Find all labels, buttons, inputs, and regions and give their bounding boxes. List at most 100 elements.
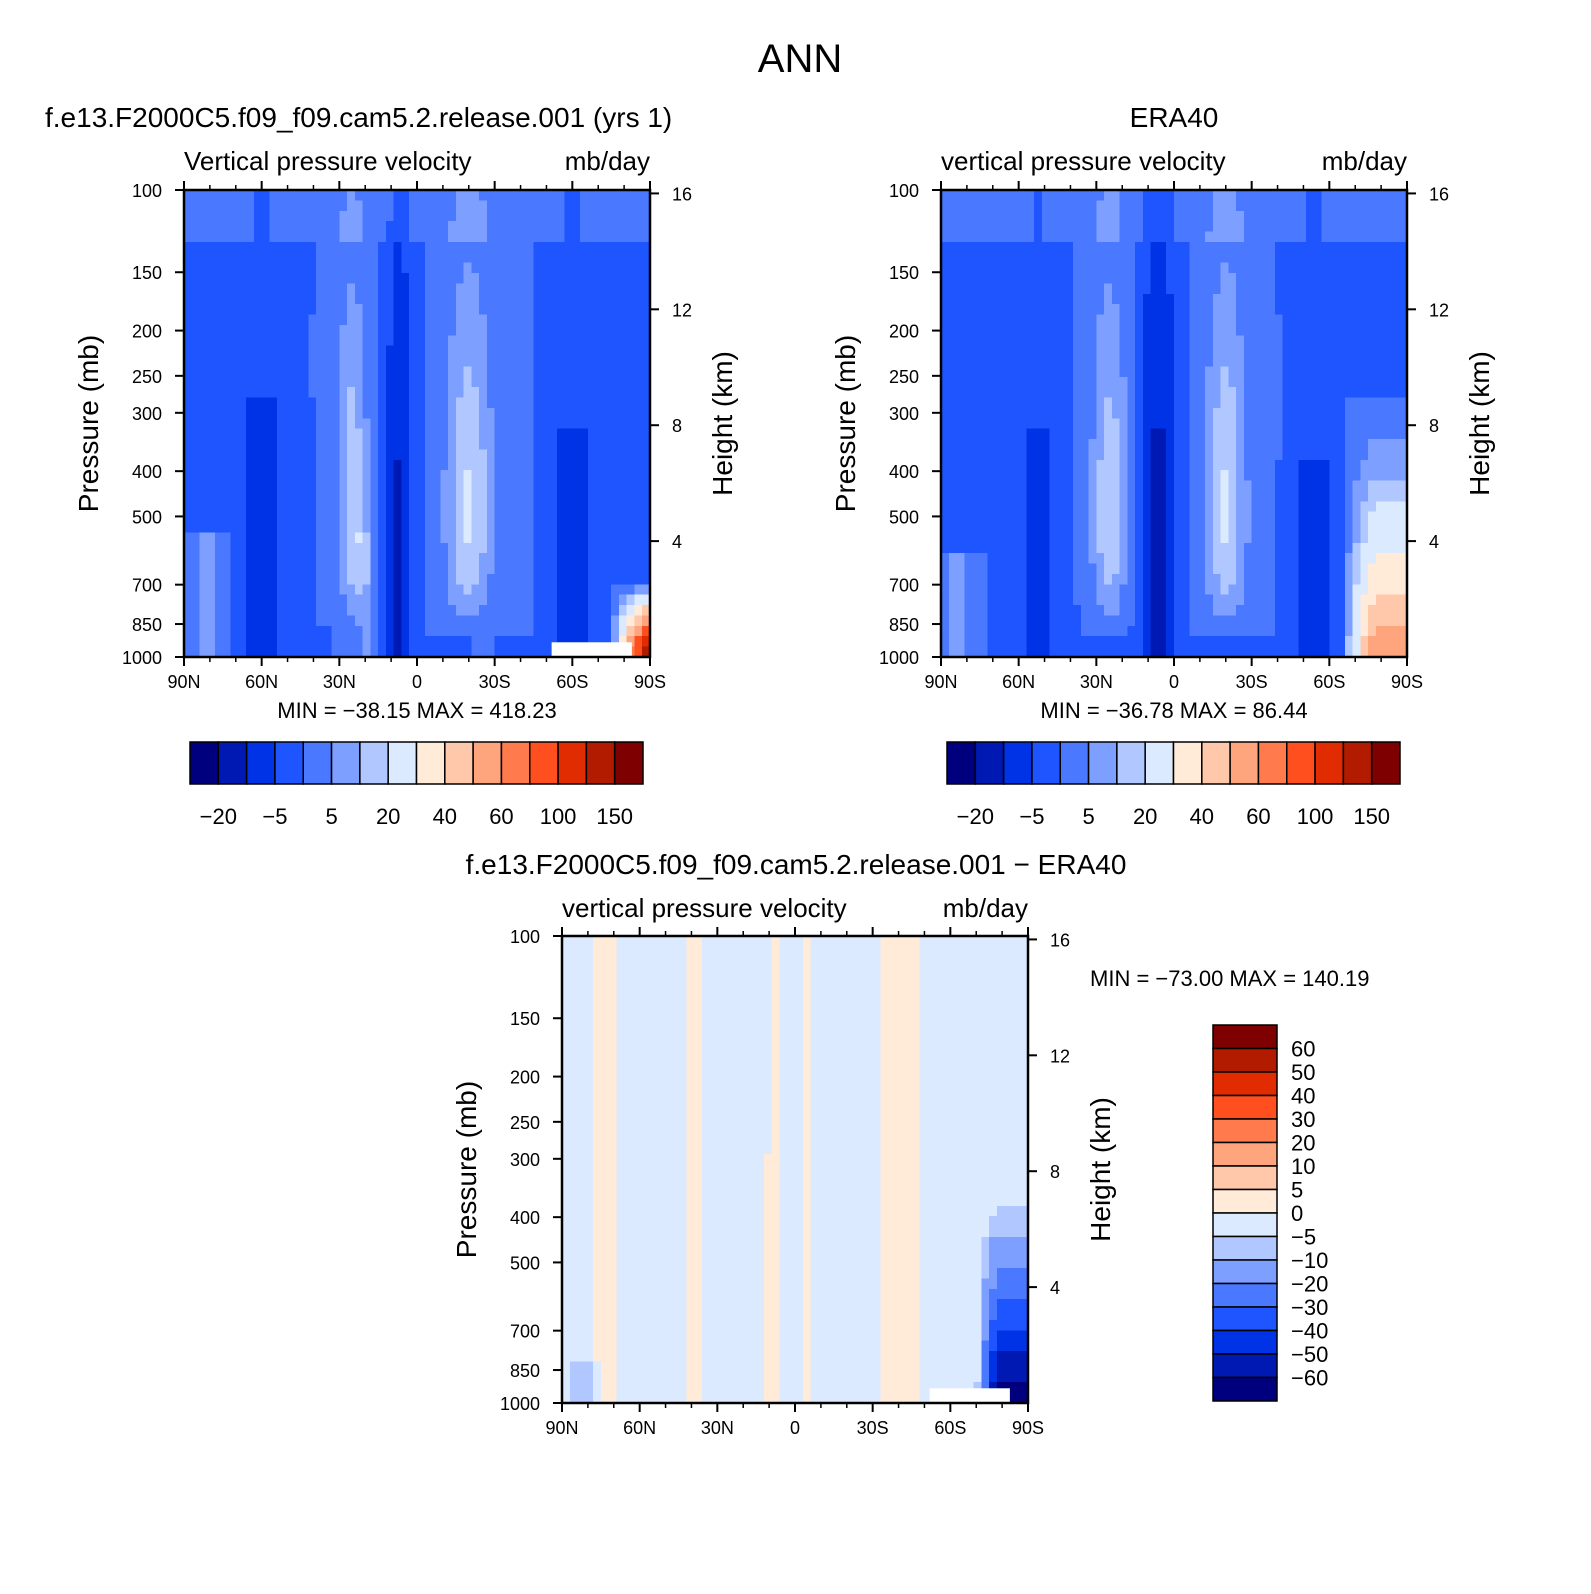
field-cell [502, 459, 511, 471]
field-cell [1236, 200, 1245, 212]
field-cell [1236, 252, 1245, 264]
field-cell [1104, 252, 1113, 264]
field-cell [1080, 345, 1090, 357]
field-cell [580, 200, 589, 212]
field-cell [1337, 366, 1346, 378]
field-cell [1399, 387, 1408, 399]
field-cell [331, 293, 340, 305]
field-cell [1243, 439, 1253, 451]
field-cell [207, 625, 216, 637]
field-cell [1282, 304, 1292, 316]
field-cell [1391, 262, 1400, 274]
field-cell [1003, 397, 1012, 409]
field-cell [626, 304, 636, 316]
field-cell [424, 470, 434, 482]
field-cell [1034, 522, 1043, 534]
field-cell [1391, 376, 1400, 388]
field-cell [486, 283, 496, 295]
field-cell [331, 532, 340, 544]
field-cell [1375, 439, 1385, 451]
field-cell [1259, 283, 1268, 295]
field-cell [238, 387, 247, 399]
field-cell [331, 376, 340, 388]
field-cell [1313, 397, 1323, 409]
field-cell [1228, 241, 1237, 253]
x-tick-label: 0 [412, 672, 422, 692]
field-cell [964, 314, 973, 326]
field-cell [1329, 345, 1338, 357]
field-cell [587, 397, 597, 409]
field-cell [370, 646, 379, 658]
field-cell [331, 542, 340, 554]
field-cell [1243, 522, 1253, 534]
field-cell [1321, 221, 1330, 233]
field-cell [1274, 190, 1284, 201]
field-cell [1166, 190, 1175, 201]
field-cell [1337, 376, 1346, 388]
field-cell [1313, 522, 1323, 534]
field-cell [486, 584, 496, 596]
field-cell [401, 356, 410, 368]
field-cell [1344, 501, 1354, 513]
field-cell [1111, 262, 1121, 274]
field-cell [533, 273, 542, 284]
field-cell [517, 397, 527, 409]
field-cell [1026, 418, 1035, 430]
field-cell [1344, 273, 1354, 284]
field-cell [1267, 501, 1276, 513]
field-cell [595, 252, 604, 264]
field-cell [378, 470, 387, 482]
field-cell [618, 190, 628, 201]
field-cell [941, 542, 950, 554]
field-cell [246, 252, 255, 264]
field-cell [339, 376, 348, 388]
field-cell [494, 324, 504, 336]
field-cell [502, 335, 511, 347]
field-cell [587, 480, 597, 492]
field-cell [463, 335, 472, 347]
field-cell [1003, 221, 1012, 233]
field-cell [1189, 356, 1198, 368]
field-cell [1306, 221, 1315, 233]
field-cell [1049, 231, 1059, 243]
field-cell [1010, 542, 1020, 554]
field-cell [533, 221, 542, 233]
field-cell [995, 283, 1004, 295]
field-cell [339, 190, 348, 201]
field-cell [207, 366, 216, 378]
field-cell [308, 542, 317, 554]
field-cell [486, 273, 496, 284]
field-cell [253, 335, 263, 347]
field-cell [1174, 241, 1183, 253]
field-cell [1111, 459, 1121, 471]
field-cell [277, 470, 286, 482]
field-cell [1135, 387, 1144, 399]
field-cell [956, 324, 965, 336]
field-cell [502, 449, 511, 461]
field-cell [1243, 470, 1253, 482]
field-cell [269, 511, 278, 523]
field-cell [972, 480, 981, 492]
field-cell [1391, 397, 1400, 409]
field-cell [541, 615, 550, 627]
field-cell [1313, 387, 1323, 399]
field-cell [948, 470, 958, 482]
field-cell [1313, 480, 1323, 492]
field-cell [595, 553, 604, 565]
field-cell [948, 428, 958, 440]
field-cell [1150, 397, 1160, 409]
field-cell [417, 314, 426, 326]
field-cell [1104, 542, 1113, 554]
field-cell [541, 273, 550, 284]
field-cell [230, 376, 239, 388]
field-cell [1018, 210, 1028, 222]
field-cell [378, 594, 387, 606]
field-cell [471, 584, 480, 596]
field-cell [510, 293, 519, 305]
field-cell [1212, 553, 1222, 565]
field-cell [1228, 356, 1237, 368]
field-cell [1290, 273, 1299, 284]
field-cell [354, 356, 364, 368]
field-cell [1360, 418, 1369, 430]
field-cell [533, 314, 542, 326]
